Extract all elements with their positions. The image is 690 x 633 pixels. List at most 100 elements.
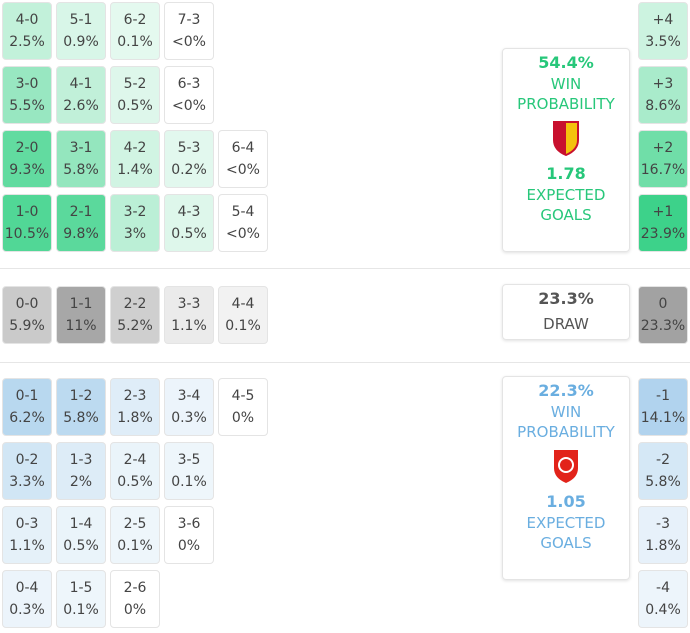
- label: 4-1: [69, 76, 93, 92]
- probability: 23.3%: [640, 318, 686, 334]
- probability: <0%: [172, 98, 206, 114]
- home-summary: 54.4% WIN PROBABILITY 1.78 EXPECTED GOAL…: [502, 48, 630, 252]
- score-cell: 0-1 6.2%: [2, 378, 52, 436]
- score-cell: 0-4 0.3%: [2, 570, 52, 628]
- score-cell: 4-1 2.6%: [56, 66, 106, 124]
- label: 0-3: [15, 516, 39, 532]
- probability: 0.1%: [63, 602, 99, 618]
- label: 4-3: [177, 204, 201, 220]
- score-cell: 4-3 0.5%: [164, 194, 214, 252]
- home-logo: [553, 121, 579, 157]
- probability: <0%: [172, 34, 206, 50]
- draw-label: DRAW: [543, 315, 589, 333]
- probability: 0%: [231, 410, 255, 426]
- label: 3-5: [177, 452, 201, 468]
- label: 6-4: [231, 140, 255, 156]
- label: -1: [656, 388, 670, 404]
- probability: 1.8%: [117, 410, 153, 426]
- score-cell: 1-1 11%: [56, 286, 106, 344]
- label: 2-3: [123, 388, 147, 404]
- probability: 0.1%: [171, 474, 207, 490]
- probability: 2.5%: [9, 34, 45, 50]
- label: 0-0: [15, 296, 39, 312]
- score-cell: 6-3 <0%: [164, 66, 214, 124]
- probability: 5.5%: [9, 98, 45, 114]
- label: 1-2: [69, 388, 93, 404]
- score-cell: 3-0 5.5%: [2, 66, 52, 124]
- probability: 1.1%: [171, 318, 207, 334]
- home-xg: 1.78: [546, 164, 586, 183]
- probability: 2%: [69, 474, 93, 490]
- margin-cell: 0 23.3%: [638, 286, 688, 344]
- draw-summary: 23.3% DRAW: [502, 284, 630, 340]
- probability: 10.5%: [4, 226, 50, 242]
- probability: 0.9%: [63, 34, 99, 50]
- away-win-pct: 22.3%: [538, 381, 594, 400]
- margin-cell: -3 1.8%: [638, 506, 688, 564]
- probability: 23.9%: [640, 226, 686, 242]
- margin-cell: +1 23.9%: [638, 194, 688, 252]
- score-cell: 2-0 9.3%: [2, 130, 52, 188]
- probability: 0.3%: [9, 602, 45, 618]
- probability: 3.3%: [9, 474, 45, 490]
- label: 1-4: [69, 516, 93, 532]
- score-cell: 3-4 0.3%: [164, 378, 214, 436]
- margin-cell: -2 5.8%: [638, 442, 688, 500]
- score-cell: 2-3 1.8%: [110, 378, 160, 436]
- label: 4-4: [231, 296, 255, 312]
- probability: 3%: [123, 226, 147, 242]
- score-cell: 6-2 0.1%: [110, 2, 160, 60]
- score-cell: 3-2 3%: [110, 194, 160, 252]
- probability: 0.5%: [171, 226, 207, 242]
- label: 4-2: [123, 140, 147, 156]
- home-win-pct: 54.4%: [538, 53, 594, 72]
- label: 3-3: [177, 296, 201, 312]
- label: 0-4: [15, 580, 39, 596]
- away-win-label: WIN PROBABILITY: [517, 403, 615, 441]
- probability: 0.1%: [117, 538, 153, 554]
- probability: 3.5%: [645, 34, 681, 50]
- score-cell: 1-4 0.5%: [56, 506, 106, 564]
- label: 2-0: [15, 140, 39, 156]
- label: 1-1: [69, 296, 93, 312]
- probability: 14.1%: [640, 410, 686, 426]
- label: 7-3: [177, 12, 201, 28]
- margin-cell: -4 0.4%: [638, 570, 688, 628]
- away-summary: 22.3% WIN PROBABILITY 1.05 EXPECTED GOAL…: [502, 376, 630, 580]
- margin-cell: +2 16.7%: [638, 130, 688, 188]
- score-cell: 7-3 <0%: [164, 2, 214, 60]
- score-cell: 4-2 1.4%: [110, 130, 160, 188]
- label: 5-4: [231, 204, 255, 220]
- score-cell: 2-4 0.5%: [110, 442, 160, 500]
- score-cell: 5-4 <0%: [218, 194, 268, 252]
- probability: 9.8%: [63, 226, 99, 242]
- label: 6-2: [123, 12, 147, 28]
- score-cell: 6-4 <0%: [218, 130, 268, 188]
- score-cell: 1-2 5.8%: [56, 378, 106, 436]
- label: 3-2: [123, 204, 147, 220]
- score-cell: 2-5 0.1%: [110, 506, 160, 564]
- probability: <0%: [226, 226, 260, 242]
- label: 4-5: [231, 388, 255, 404]
- label: 4-0: [15, 12, 39, 28]
- probability: 0.5%: [117, 474, 153, 490]
- score-cell: 1-3 2%: [56, 442, 106, 500]
- away-xg-label: EXPECTED GOALS: [526, 514, 606, 552]
- probability: 5.8%: [63, 162, 99, 178]
- label: 2-1: [69, 204, 93, 220]
- probability: 9.3%: [9, 162, 45, 178]
- probability: 11%: [65, 318, 97, 334]
- label: 3-0: [15, 76, 39, 92]
- probability: 16.7%: [640, 162, 686, 178]
- label: 0: [658, 296, 668, 312]
- label: +2: [652, 140, 674, 156]
- probability: 1.8%: [645, 538, 681, 554]
- score-cell: 3-3 1.1%: [164, 286, 214, 344]
- probability: 1.1%: [9, 538, 45, 554]
- probability: 0.4%: [645, 602, 681, 618]
- away-logo: [554, 450, 578, 483]
- label: 0-2: [15, 452, 39, 468]
- label: 3-4: [177, 388, 201, 404]
- label: 5-3: [177, 140, 201, 156]
- margin-cell: -1 14.1%: [638, 378, 688, 436]
